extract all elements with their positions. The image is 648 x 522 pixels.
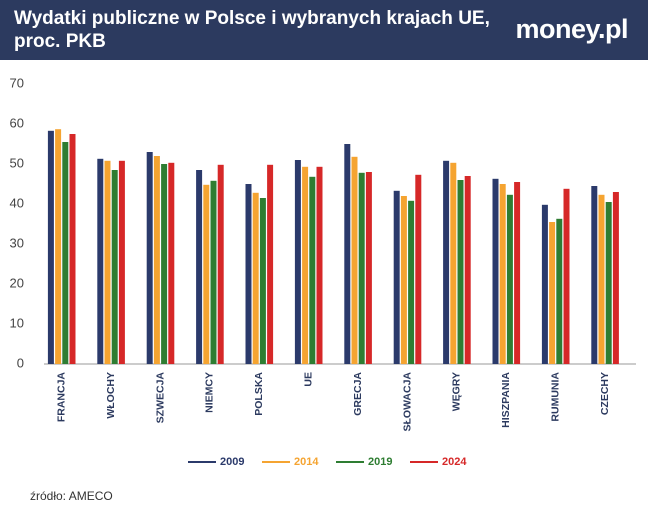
bar: [358, 172, 365, 364]
bar: [492, 178, 499, 364]
bar: [55, 129, 62, 364]
y-tick-label: 50: [10, 155, 24, 170]
bar: [146, 152, 153, 364]
bar: [450, 162, 457, 364]
bar: [47, 130, 54, 364]
source: źródło: AMECO: [30, 489, 113, 503]
x-tick-label: RUMUNIA: [549, 372, 561, 422]
bar: [499, 184, 506, 364]
bar: [443, 160, 450, 364]
chart-title: Wydatki publiczne w Polsce i wybranych k…: [14, 8, 490, 52]
legend-label: 2014: [294, 456, 319, 468]
x-tick-label: HISZPANIA: [500, 372, 512, 428]
bar: [62, 142, 69, 364]
x-tick-label: UE: [302, 372, 314, 387]
bar: [217, 164, 224, 364]
bar: [309, 176, 316, 364]
legend-label: 2024: [442, 456, 467, 468]
bar: [598, 194, 605, 364]
bar: [118, 160, 125, 364]
bar: [393, 190, 400, 364]
bar: [506, 194, 513, 364]
x-tick-label: SŁOWACJA: [401, 372, 413, 432]
bar: [267, 164, 274, 364]
y-tick-label: 40: [10, 195, 24, 210]
legend-label: 2019: [368, 456, 392, 468]
x-tick-label: FRANCJA: [55, 372, 67, 423]
bar: [400, 196, 407, 364]
bar: [549, 222, 556, 364]
bar: [514, 182, 521, 364]
bar: [104, 160, 111, 364]
logo: money.pl: [515, 14, 628, 44]
bar: [302, 166, 309, 364]
bar: [97, 158, 104, 364]
bar: [203, 184, 210, 364]
y-tick-label: 10: [10, 315, 24, 330]
y-tick-label: 0: [17, 355, 24, 370]
bar: [563, 188, 570, 364]
y-tick-label: 70: [10, 75, 24, 90]
bar: [252, 192, 259, 364]
y-tick-label: 60: [10, 115, 24, 130]
bar: [111, 170, 118, 364]
bar: [365, 172, 372, 364]
bar: [415, 174, 422, 364]
legend-label: 2009: [220, 456, 244, 468]
x-tick-label: WĘGRY: [451, 372, 463, 411]
bar: [69, 134, 76, 364]
x-tick-label: GRECJA: [352, 372, 364, 416]
bar: [153, 156, 160, 364]
bar: [316, 166, 323, 364]
bar: [464, 176, 471, 364]
bar: [245, 184, 252, 364]
bar: [161, 164, 168, 364]
y-tick-label: 20: [10, 275, 24, 290]
header: Wydatki publiczne w Polsce i wybranych k…: [0, 0, 648, 60]
bar: [259, 198, 266, 364]
bar: [408, 200, 415, 364]
bar: [351, 156, 358, 364]
y-tick-label: 30: [10, 235, 24, 250]
bar: [168, 162, 175, 364]
bar: [294, 160, 301, 364]
bar: [605, 202, 612, 364]
bar: [541, 204, 548, 364]
bar: [196, 170, 203, 364]
x-tick-label: SZWECJA: [154, 372, 166, 424]
bar: [591, 186, 598, 364]
bar: [612, 192, 619, 364]
x-tick-label: NIEMCY: [204, 372, 216, 413]
bar: [457, 180, 464, 364]
x-tick-label: WŁOCHY: [105, 372, 117, 419]
x-tick-label: CZECHY: [599, 372, 611, 415]
bar: [210, 180, 217, 364]
bar: [556, 218, 563, 364]
bar: [344, 144, 351, 364]
x-tick-label: POLSKA: [253, 372, 265, 416]
